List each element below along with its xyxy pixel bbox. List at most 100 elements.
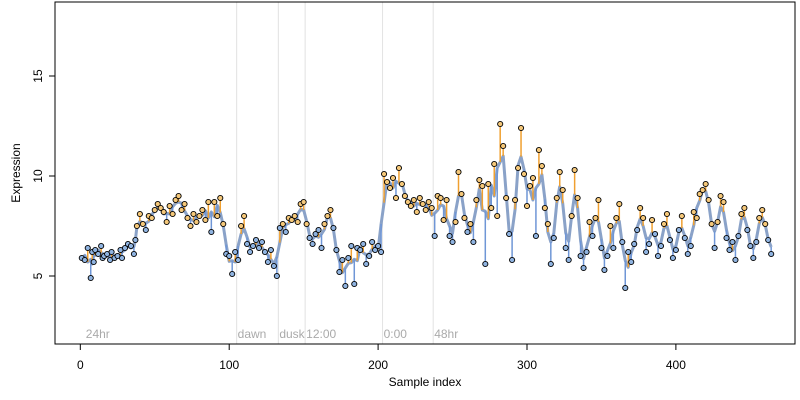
- data-point: [264, 258, 271, 266]
- data-point: [238, 222, 245, 230]
- data-point: [756, 214, 763, 222]
- data-point: [172, 196, 179, 204]
- data-point: [142, 226, 149, 234]
- data-point: [732, 256, 739, 264]
- data-point: [762, 220, 769, 228]
- data-point: [550, 234, 557, 242]
- data-point: [506, 230, 513, 238]
- plot-frame: [54, 1, 796, 345]
- data-point: [613, 214, 620, 222]
- y-tick-label: 5: [31, 272, 45, 279]
- data-point: [276, 224, 283, 232]
- data-point: [342, 282, 349, 290]
- data-point: [333, 246, 340, 254]
- data-point: [330, 224, 337, 232]
- data-point: [401, 192, 408, 200]
- data-point: [458, 190, 465, 198]
- data-point: [378, 248, 385, 256]
- data-point: [619, 238, 626, 246]
- data-point: [130, 250, 137, 258]
- data-point: [425, 198, 432, 206]
- data-point: [193, 218, 200, 226]
- data-point: [503, 194, 510, 202]
- annotation-labels: 24hr dawn dusk 12:00 0:00 48hr: [86, 327, 458, 341]
- data-point: [315, 226, 322, 234]
- data-point: [607, 222, 614, 230]
- data-point: [392, 194, 400, 202]
- data-point: [241, 212, 248, 220]
- data-point: [139, 220, 146, 228]
- data-point: [258, 238, 266, 246]
- y-tick-label: 15: [31, 69, 45, 83]
- x-tick-label: 200: [368, 358, 388, 372]
- data-point: [565, 256, 572, 264]
- data-point: [151, 206, 158, 214]
- data-point: [541, 204, 548, 212]
- data-point: [92, 246, 99, 254]
- annotation-label: dawn: [238, 327, 267, 341]
- data-point: [452, 218, 459, 226]
- data-point: [90, 258, 97, 266]
- data-point: [202, 216, 209, 224]
- annotation-label: 48hr: [434, 327, 458, 341]
- data-point: [187, 222, 194, 230]
- data-point: [291, 212, 298, 220]
- y-axis: 5 10 15: [31, 69, 55, 279]
- data-point: [517, 124, 525, 132]
- data-point: [121, 244, 129, 252]
- data-point: [157, 204, 164, 212]
- data-point: [422, 206, 429, 214]
- data-point: [252, 236, 260, 244]
- data-point: [654, 252, 662, 260]
- data-point: [515, 164, 522, 172]
- data-point: [571, 166, 578, 174]
- data-point: [214, 212, 221, 220]
- data-point: [616, 200, 623, 208]
- data-point: [738, 210, 745, 218]
- data-point: [232, 248, 239, 256]
- data-point: [693, 214, 700, 222]
- data-point: [529, 174, 536, 182]
- data-point: [479, 182, 486, 190]
- data-point: [497, 120, 504, 128]
- data-point: [559, 186, 566, 194]
- x-tick-label: 400: [666, 358, 686, 372]
- data-point: [303, 220, 310, 228]
- data-point: [108, 248, 115, 256]
- data-point: [294, 218, 301, 226]
- data-point: [556, 168, 563, 176]
- data-point: [166, 202, 173, 210]
- data-point: [381, 170, 388, 178]
- data-point: [768, 250, 775, 258]
- data-point: [389, 174, 397, 182]
- data-point: [690, 208, 697, 216]
- data-point: [672, 246, 679, 254]
- x-tick-label: 100: [219, 358, 239, 372]
- annotation-label: 0:00: [384, 327, 408, 341]
- data-point: [562, 244, 569, 252]
- data-point: [87, 274, 94, 282]
- data-point: [306, 234, 313, 242]
- data-point: [419, 200, 426, 208]
- y-axis-title: Expression: [9, 143, 23, 202]
- data-point: [523, 202, 531, 210]
- data-point: [226, 252, 233, 260]
- data-point: [625, 248, 632, 256]
- data-point: [386, 184, 394, 192]
- x-tick-label: 0: [77, 358, 84, 372]
- data-point: [580, 264, 587, 272]
- data-point: [163, 218, 170, 226]
- data-point: [363, 260, 370, 268]
- data-point: [372, 246, 379, 254]
- data-point: [657, 242, 665, 250]
- data-point: [348, 242, 355, 250]
- data-point: [229, 270, 236, 278]
- data-point: [553, 194, 560, 202]
- data-point: [699, 186, 706, 194]
- data-point: [184, 214, 191, 222]
- data-point: [544, 220, 551, 228]
- data-point: [428, 204, 435, 212]
- data-point: [684, 250, 691, 258]
